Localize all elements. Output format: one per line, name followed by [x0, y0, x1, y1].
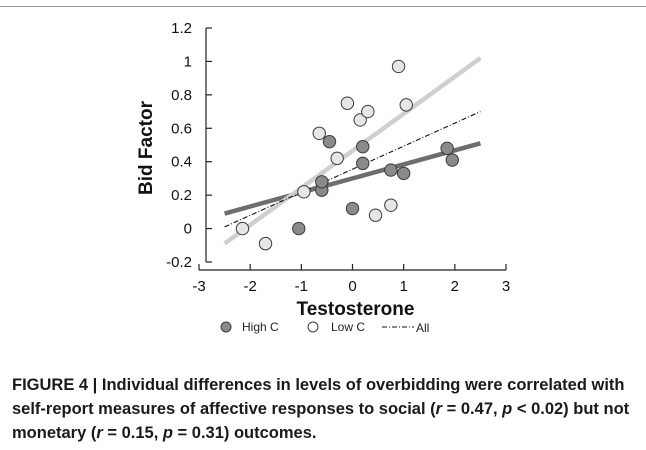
x-tick-label: -3	[192, 278, 205, 295]
legend-label-high-c: High C	[242, 320, 279, 334]
point-low-c	[235, 221, 250, 236]
y-tick-label: 0	[184, 221, 192, 238]
x-tick-label: 1	[399, 278, 407, 295]
trendlines	[223, 56, 482, 246]
axes: -0.2 0 0.2 0.4 0.6 0.8 1 1.2 -3 -2 -1 0 1 2 3 Testoster…	[136, 20, 510, 320]
y-tick-label: 1.2	[171, 20, 192, 37]
caption-r2-val: = 0.15,	[102, 424, 163, 442]
point-low-c	[330, 151, 344, 166]
legend-label-low-c: Low C	[331, 320, 365, 334]
caption-r2-var: r	[96, 424, 103, 442]
x-tick-label: 2	[451, 278, 459, 295]
point-low-c	[297, 185, 311, 199]
point-high-c	[356, 156, 370, 171]
caption-p2-var: p	[162, 424, 173, 442]
x-tick-label: 3	[502, 278, 510, 295]
x-tick-label: -1	[295, 278, 308, 295]
point-low-c	[391, 59, 406, 74]
figure-caption: FIGURE 4 | Individual differences in lev…	[12, 373, 637, 445]
caption-p1-var: p	[502, 400, 513, 418]
point-high-c	[345, 201, 360, 216]
legend-marker-high-c	[220, 321, 232, 333]
x-axis-title: Testosterone	[297, 299, 415, 320]
caption-p2-val: = 0.31) outcomes.	[172, 424, 317, 442]
point-high-c	[396, 166, 411, 181]
y-tick-label: -0.2	[166, 254, 192, 271]
point-low-c	[353, 113, 367, 127]
point-low-c	[312, 126, 326, 141]
legend-label-all: All	[416, 321, 429, 335]
point-low-c	[399, 98, 413, 112]
trendline-all	[224, 111, 481, 228]
point-low-c	[361, 104, 375, 119]
point-high-c	[440, 141, 454, 156]
x-tick-label: 0	[348, 278, 356, 295]
caption-p1-val: < 0.02) but not monetary (	[12, 400, 630, 442]
caption-lead: FIGURE 4 | Individual differences in lev…	[12, 376, 625, 418]
caption-r1-val: = 0.47,	[442, 400, 503, 418]
legend: High C Low C All	[220, 320, 429, 335]
trendline-high-c	[223, 141, 482, 216]
x-tick-label: -2	[243, 278, 256, 295]
point-high-c	[445, 153, 459, 167]
data-points	[235, 59, 459, 251]
y-tick-label: 1	[184, 53, 192, 70]
y-axis-title: Bid Factor	[136, 100, 157, 195]
point-high-c	[292, 221, 306, 236]
point-low-c	[368, 208, 383, 222]
y-tick-label: 0.8	[171, 87, 192, 104]
point-high-c	[322, 134, 337, 149]
y-tick-label: 0.6	[171, 120, 192, 137]
y-tick-label: 0.2	[171, 187, 192, 204]
point-low-c	[258, 236, 273, 251]
point-high-c	[356, 139, 370, 154]
point-high-c	[315, 175, 329, 189]
caption-r1-var: r	[435, 400, 443, 418]
legend-marker-low-c	[307, 321, 319, 333]
point-high-c	[384, 163, 398, 177]
point-low-c	[340, 96, 355, 110]
scatter-chart: -0.2 0 0.2 0.4 0.6 0.8 1 1.2 -3 -2 -1 0 1 2 3 Testoster…	[136, 20, 510, 335]
y-tick-label: 0.4	[171, 154, 192, 171]
point-low-c	[384, 198, 398, 212]
top-rule	[0, 6, 646, 7]
trendline-low-c	[223, 56, 482, 246]
